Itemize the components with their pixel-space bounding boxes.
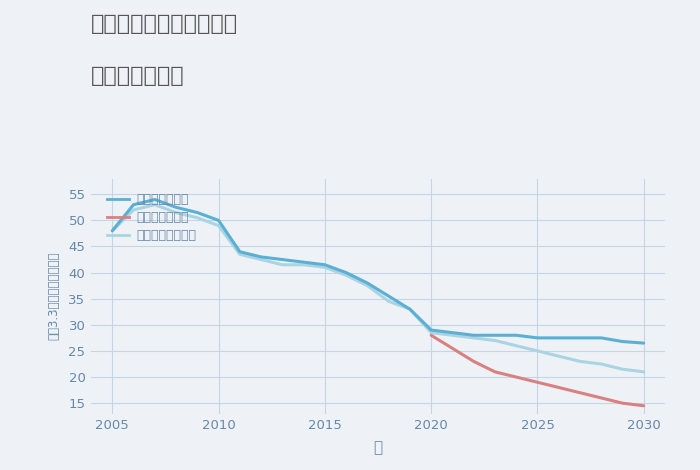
Text: 土地の価格推移: 土地の価格推移 [91, 66, 185, 86]
Text: 兵庫県姫路市広畑区才の: 兵庫県姫路市広畑区才の [91, 14, 238, 34]
Y-axis label: 坪（3.3㎡）単価（万円）: 坪（3.3㎡）単価（万円） [47, 252, 60, 340]
Legend: グッドシナリオ, バッドシナリオ, ノーマルシナリオ: グッドシナリオ, バッドシナリオ, ノーマルシナリオ [103, 189, 200, 246]
X-axis label: 年: 年 [373, 440, 383, 455]
